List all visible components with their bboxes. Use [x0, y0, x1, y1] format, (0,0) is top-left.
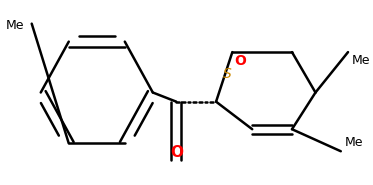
- Text: S: S: [223, 67, 231, 81]
- Text: O: O: [170, 144, 183, 159]
- Text: Me: Me: [5, 19, 24, 32]
- Text: O: O: [234, 54, 246, 68]
- Text: Me: Me: [344, 136, 363, 149]
- Text: Me: Me: [352, 54, 370, 67]
